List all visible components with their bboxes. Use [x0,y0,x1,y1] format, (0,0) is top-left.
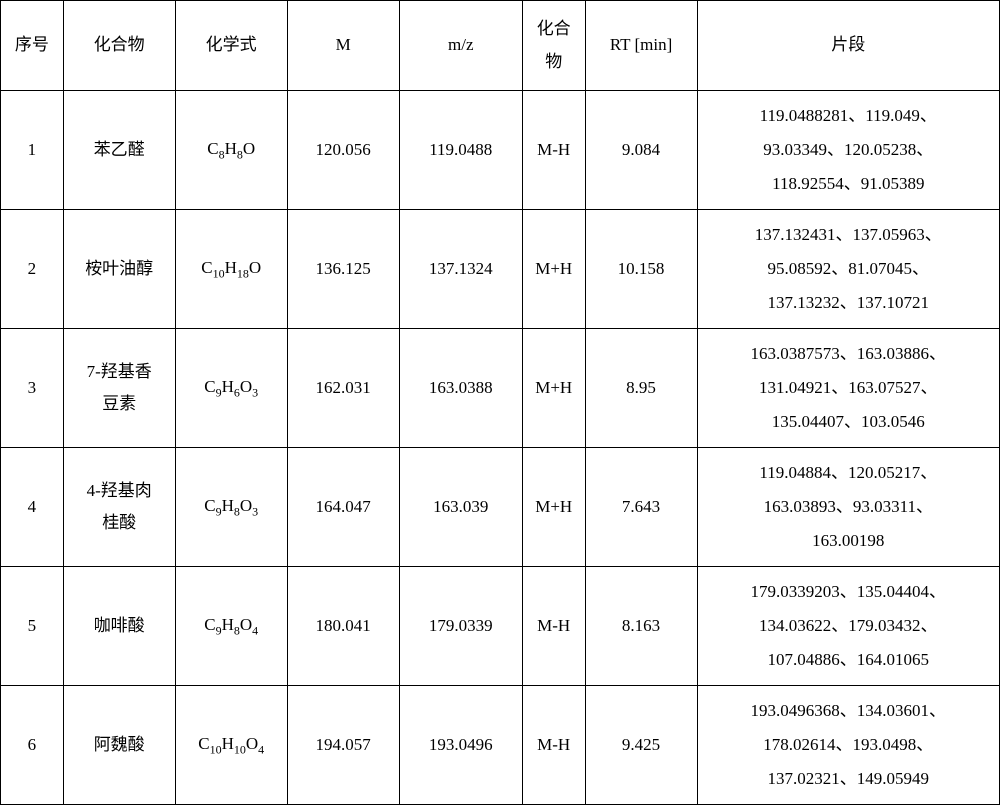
fragment-line: 178.02614、193.0498、 [763,735,933,754]
cell-rt: 8.163 [585,567,697,686]
cell-mz: 163.0388 [399,329,522,448]
compound-line: 桂酸 [102,513,136,532]
header-mz: m/z [399,1,522,91]
fragment-line: 163.00198 [812,531,884,550]
cell-compound: 阿魏酸 [63,686,175,805]
cell-formula: C9H8O4 [175,567,287,686]
header-seq: 序号 [1,1,64,91]
cell-m: 162.031 [287,329,399,448]
cell-seq: 4 [1,448,64,567]
cell-seq: 1 [1,91,64,210]
cell-fragment: 119.0488281、119.049、 93.03349、120.05238、… [697,91,999,210]
compound-line: 4-羟基肉 [87,481,152,500]
table-row: 1 苯乙醛 C8H8O 120.056 119.0488 M-H 9.084 1… [1,91,1000,210]
cell-seq: 3 [1,329,64,448]
cell-rt: 8.95 [585,329,697,448]
fragment-line: 93.03349、120.05238、 [763,140,933,159]
cell-compound: 咖啡酸 [63,567,175,686]
table-container: 序号 化合物 化学式 M m/z 化合 物 RT [min] 片段 1 苯乙醛 … [0,0,1000,805]
fragment-line: 163.03893、93.03311、 [764,497,933,516]
cell-seq: 5 [1,567,64,686]
cell-fragment: 119.04884、120.05217、 163.03893、93.03311、… [697,448,999,567]
cell-compound2: M-H [522,567,585,686]
cell-rt: 10.158 [585,210,697,329]
cell-fragment: 137.132431、137.05963、 95.08592、81.07045、… [697,210,999,329]
cell-formula: C9H6O3 [175,329,287,448]
table-row: 4 4-羟基肉 桂酸 C9H8O3 164.047 163.039 M+H 7.… [1,448,1000,567]
fragment-line: 137.132431、137.05963、 [755,225,942,244]
cell-formula: C10H18O [175,210,287,329]
cell-mz: 163.039 [399,448,522,567]
header-formula: 化学式 [175,1,287,91]
fragment-line: 119.04884、120.05217、 [759,463,937,482]
cell-mz: 179.0339 [399,567,522,686]
header-fragment: 片段 [697,1,999,91]
cell-m: 164.047 [287,448,399,567]
fragment-line: 131.04921、163.07527、 [759,378,938,397]
cell-rt: 9.425 [585,686,697,805]
cell-compound2: M+H [522,448,585,567]
fragment-line: 193.0496368、134.03601、 [751,701,947,720]
cell-m: 136.125 [287,210,399,329]
cell-mz: 193.0496 [399,686,522,805]
fragment-line: 179.0339203、135.04404、 [751,582,947,601]
compound-line: 7-羟基香 [87,362,152,381]
cell-rt: 7.643 [585,448,697,567]
cell-compound2: M-H [522,91,585,210]
cell-formula: C8H8O [175,91,287,210]
cell-formula: C10H10O4 [175,686,287,805]
cell-formula: C9H8O3 [175,448,287,567]
fragment-line: 107.04886、164.01065 [768,650,930,669]
cell-m: 194.057 [287,686,399,805]
cell-mz: 137.1324 [399,210,522,329]
cell-compound: 4-羟基肉 桂酸 [63,448,175,567]
cell-seq: 6 [1,686,64,805]
table-row: 6 阿魏酸 C10H10O4 194.057 193.0496 M-H 9.42… [1,686,1000,805]
cell-fragment: 193.0496368、134.03601、 178.02614、193.049… [697,686,999,805]
cell-seq: 2 [1,210,64,329]
cell-fragment: 163.0387573、163.03886、 131.04921、163.075… [697,329,999,448]
compound-line: 豆素 [102,394,136,413]
table-header: 序号 化合物 化学式 M m/z 化合 物 RT [min] 片段 [1,1,1000,91]
cell-m: 180.041 [287,567,399,686]
cell-compound: 苯乙醛 [63,91,175,210]
cell-fragment: 179.0339203、135.04404、 134.03622、179.034… [697,567,999,686]
header-m: M [287,1,399,91]
fragment-line: 119.0488281、119.049、 [760,106,937,125]
header-rt: RT [min] [585,1,697,91]
cell-mz: 119.0488 [399,91,522,210]
header-compound2-line1: 化合 [537,19,571,38]
fragment-line: 137.02321、149.05949 [768,769,930,788]
data-table: 序号 化合物 化学式 M m/z 化合 物 RT [min] 片段 1 苯乙醛 … [0,0,1000,805]
fragment-line: 135.04407、103.0546 [772,412,925,431]
header-compound2-line2: 物 [545,52,562,71]
cell-m: 120.056 [287,91,399,210]
cell-rt: 9.084 [585,91,697,210]
table-row: 5 咖啡酸 C9H8O4 180.041 179.0339 M-H 8.163 … [1,567,1000,686]
fragment-line: 118.92554、91.05389 [772,174,924,193]
fragment-line: 163.0387573、163.03886、 [751,344,947,363]
cell-compound2: M-H [522,686,585,805]
cell-compound2: M+H [522,329,585,448]
header-row: 序号 化合物 化学式 M m/z 化合 物 RT [min] 片段 [1,1,1000,91]
table-row: 2 桉叶油醇 C10H18O 136.125 137.1324 M+H 10.1… [1,210,1000,329]
cell-compound: 7-羟基香 豆素 [63,329,175,448]
table-body: 1 苯乙醛 C8H8O 120.056 119.0488 M-H 9.084 1… [1,91,1000,805]
header-compound: 化合物 [63,1,175,91]
fragment-line: 95.08592、81.07045、 [768,259,930,278]
fragment-line: 134.03622、179.03432、 [759,616,938,635]
cell-compound2: M+H [522,210,585,329]
fragment-line: 137.13232、137.10721 [768,293,930,312]
table-row: 3 7-羟基香 豆素 C9H6O3 162.031 163.0388 M+H 8… [1,329,1000,448]
header-compound2: 化合 物 [522,1,585,91]
cell-compound: 桉叶油醇 [63,210,175,329]
